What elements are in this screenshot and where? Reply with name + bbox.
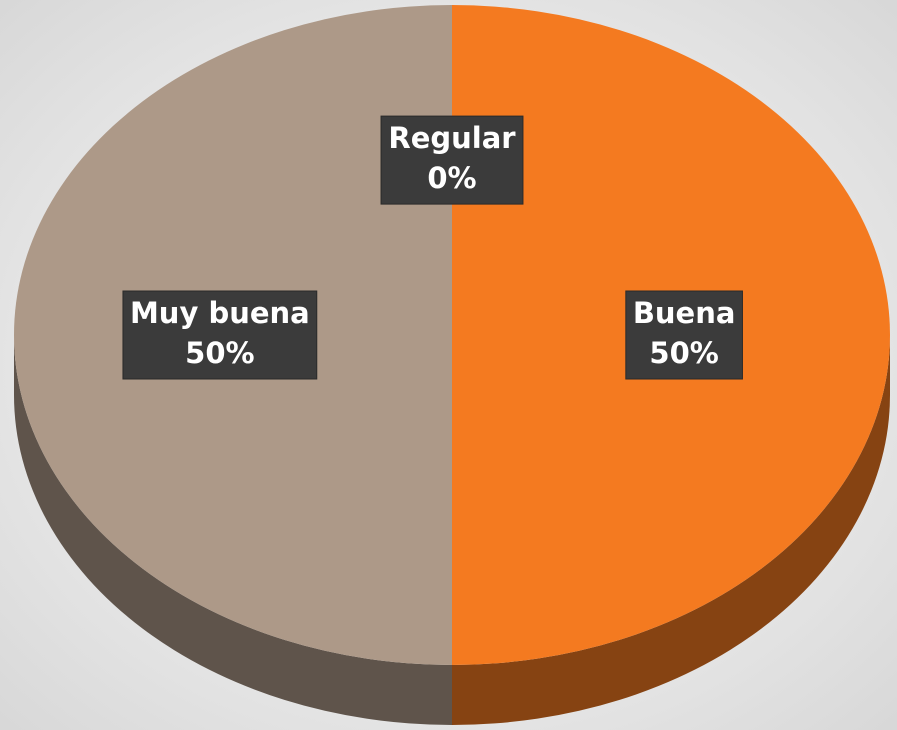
label-category: Muy buena [130, 296, 310, 330]
data-label: Regular 0% [380, 115, 524, 205]
data-label: Muy buena 50% [122, 290, 318, 380]
label-box [625, 290, 743, 380]
label-box [380, 115, 524, 205]
label-category: Buena [633, 296, 736, 330]
label-category: Regular [388, 121, 516, 155]
data-label: Buena 50% [625, 290, 743, 380]
label-value: 0% [427, 161, 476, 195]
pie-side [14, 335, 452, 725]
label-box [122, 290, 318, 380]
label-value: 50% [649, 336, 718, 370]
pie-side [452, 335, 890, 725]
label-value: 50% [185, 336, 254, 370]
